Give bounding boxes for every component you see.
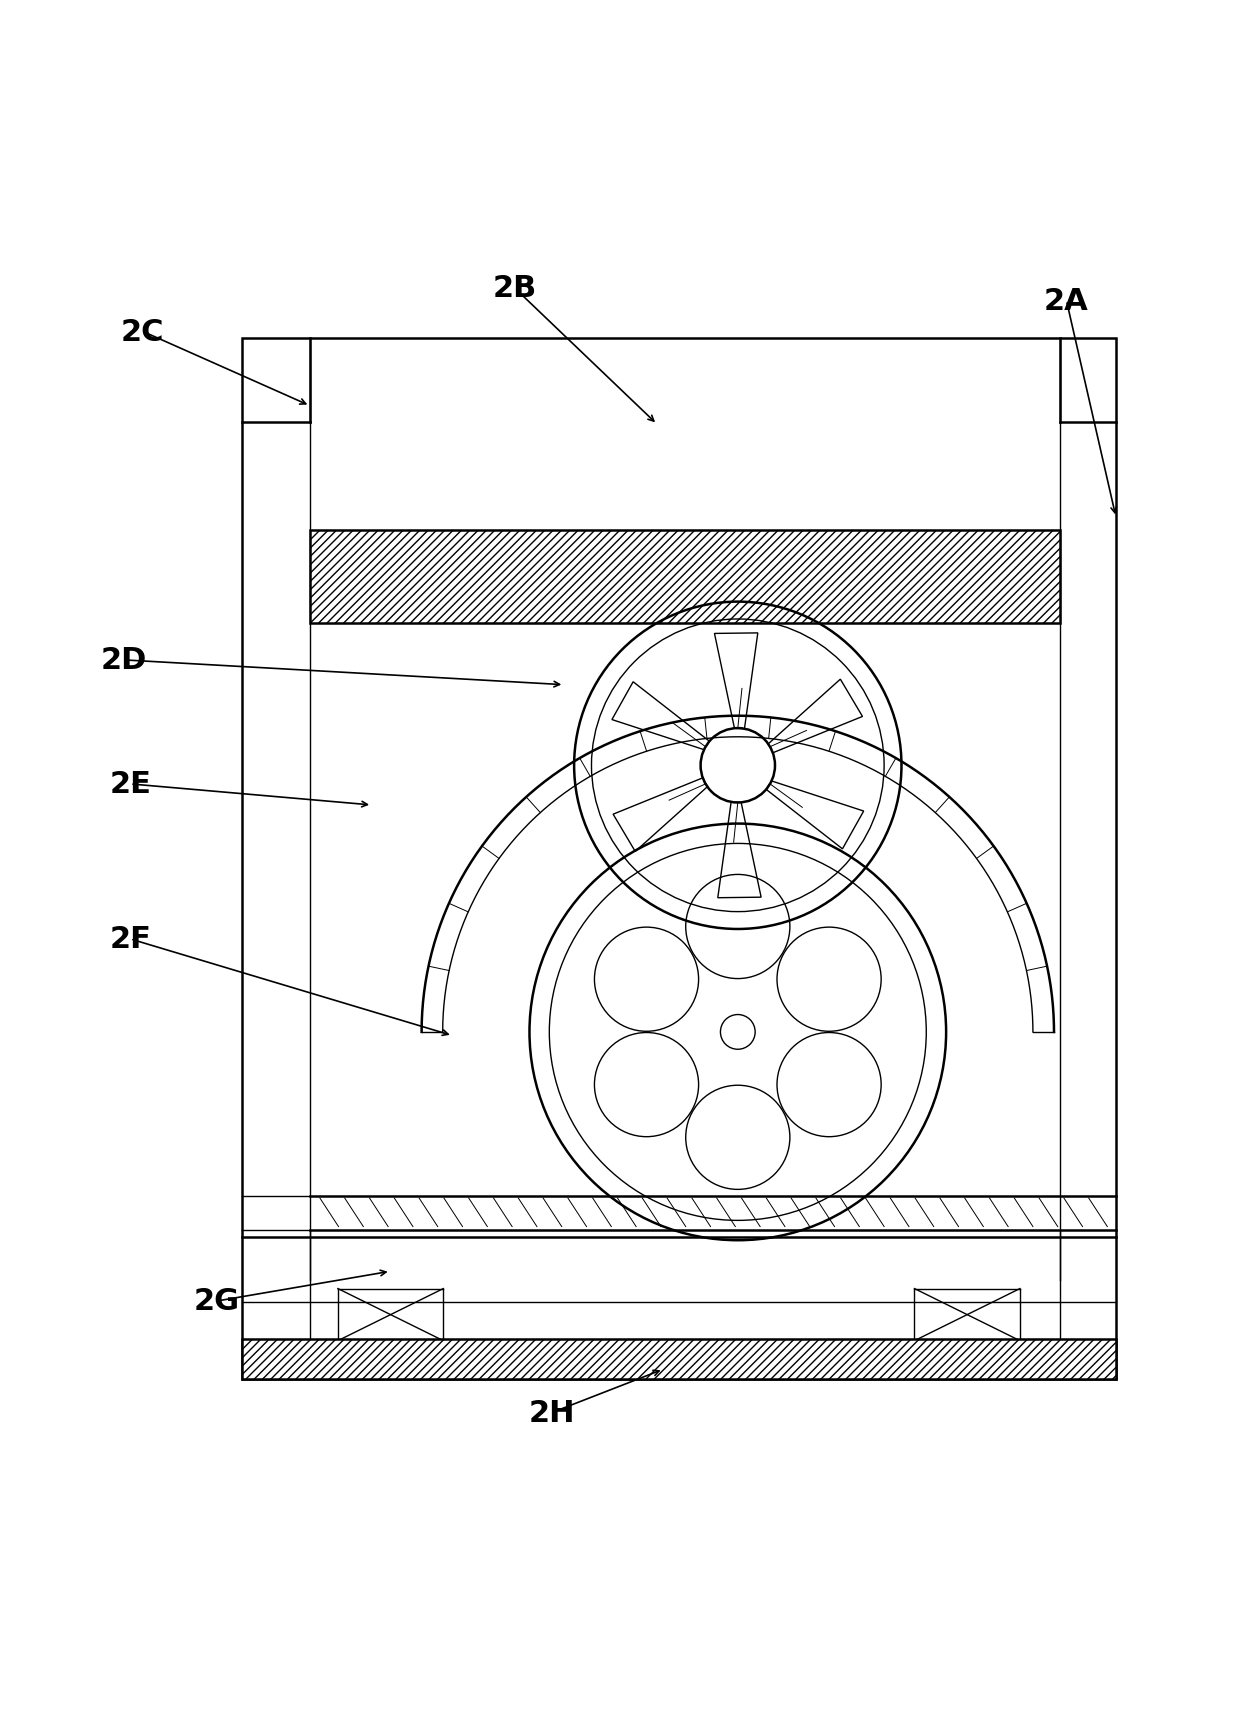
Bar — [242, 339, 1116, 1379]
Bar — [310, 531, 1060, 623]
Bar — [242, 1339, 1116, 1379]
Text: 2H: 2H — [528, 1398, 575, 1427]
Text: 2D: 2D — [100, 645, 148, 675]
Text: 2B: 2B — [492, 275, 537, 303]
Text: 2C: 2C — [120, 318, 165, 346]
Text: 2G: 2G — [193, 1287, 241, 1317]
Text: 2F: 2F — [109, 926, 151, 953]
Text: 2A: 2A — [1044, 287, 1089, 315]
Text: 2E: 2E — [109, 770, 151, 799]
